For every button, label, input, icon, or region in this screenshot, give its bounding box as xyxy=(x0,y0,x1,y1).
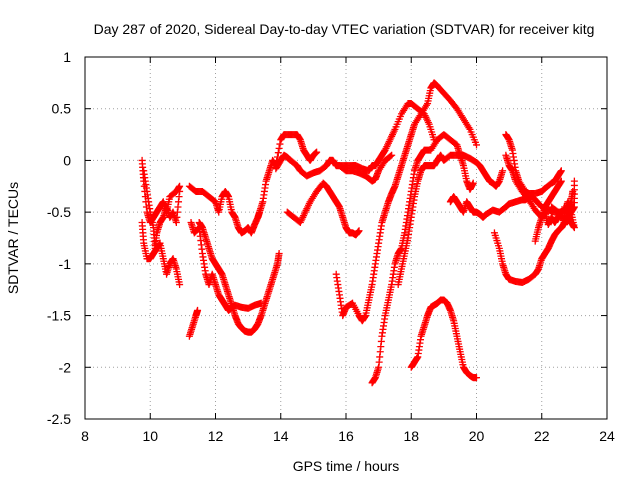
x-tick-label: 20 xyxy=(469,428,485,444)
series-5 xyxy=(185,131,321,237)
series-7 xyxy=(195,218,283,336)
y-tick-label: -1 xyxy=(59,256,72,272)
series-4 xyxy=(185,306,202,340)
data-point xyxy=(388,151,396,159)
data-point xyxy=(176,281,184,289)
data-point xyxy=(473,374,480,382)
plot-frame xyxy=(84,56,608,420)
y-tick-label: -2 xyxy=(59,359,72,375)
chart-title: Day 287 of 2020, Sidereal Day-to-day VTE… xyxy=(94,21,595,37)
series-11 xyxy=(335,151,396,185)
data-point xyxy=(561,208,569,216)
x-tick-label: 8 xyxy=(81,428,89,444)
x-tick-label: 18 xyxy=(403,428,419,444)
data-point xyxy=(276,140,284,148)
y-tick-label: 1 xyxy=(63,49,71,65)
y-tick-label: 0.5 xyxy=(52,101,72,117)
series-13 xyxy=(394,151,507,289)
y-axis-label: SDTVAR / TECUs xyxy=(5,182,21,294)
x-tick-label: 14 xyxy=(273,428,289,444)
y-tick-label: -1.5 xyxy=(47,308,71,324)
data-point xyxy=(387,152,395,160)
series-19 xyxy=(531,177,565,245)
series-3 xyxy=(140,167,184,252)
data-point xyxy=(176,187,184,195)
data-points xyxy=(138,79,578,387)
data-point xyxy=(313,148,321,156)
y-tick-label: -0.5 xyxy=(47,204,71,220)
series-14 xyxy=(407,296,480,382)
data-point xyxy=(570,177,578,185)
y-tick-label: 0 xyxy=(63,152,71,168)
x-tick-labels: 8 10 12 14 16 18 20 22 24 xyxy=(81,428,615,444)
series-2 xyxy=(138,218,184,289)
x-tick-label: 24 xyxy=(599,428,615,444)
data-point xyxy=(355,227,363,235)
data-point xyxy=(275,250,283,258)
data-point xyxy=(194,306,202,314)
y-tick-label: -2.5 xyxy=(47,411,71,427)
x-tick-label: 10 xyxy=(142,428,158,444)
data-point xyxy=(275,144,283,152)
data-point xyxy=(557,167,565,175)
data-point xyxy=(499,167,507,175)
y-tick-labels: -2.5 -2 -1.5 -1 -0.5 0 0.5 1 xyxy=(47,49,71,427)
x-axis-label: GPS time / hours xyxy=(293,458,400,474)
x-tick-label: 22 xyxy=(534,428,550,444)
series-20 xyxy=(548,198,578,232)
data-point xyxy=(469,179,477,187)
x-tick-label: 12 xyxy=(208,428,224,444)
data-point xyxy=(274,149,282,157)
x-tick-label: 16 xyxy=(338,428,354,444)
series-9 xyxy=(283,179,363,239)
data-point xyxy=(473,141,480,149)
series-10 xyxy=(332,79,480,325)
data-point xyxy=(557,177,565,185)
